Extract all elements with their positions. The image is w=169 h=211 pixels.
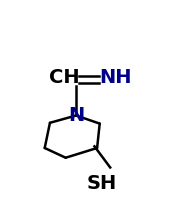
Text: SH: SH bbox=[87, 174, 117, 193]
Text: CH: CH bbox=[49, 68, 79, 87]
Text: N: N bbox=[68, 106, 84, 125]
Text: NH: NH bbox=[100, 68, 132, 87]
